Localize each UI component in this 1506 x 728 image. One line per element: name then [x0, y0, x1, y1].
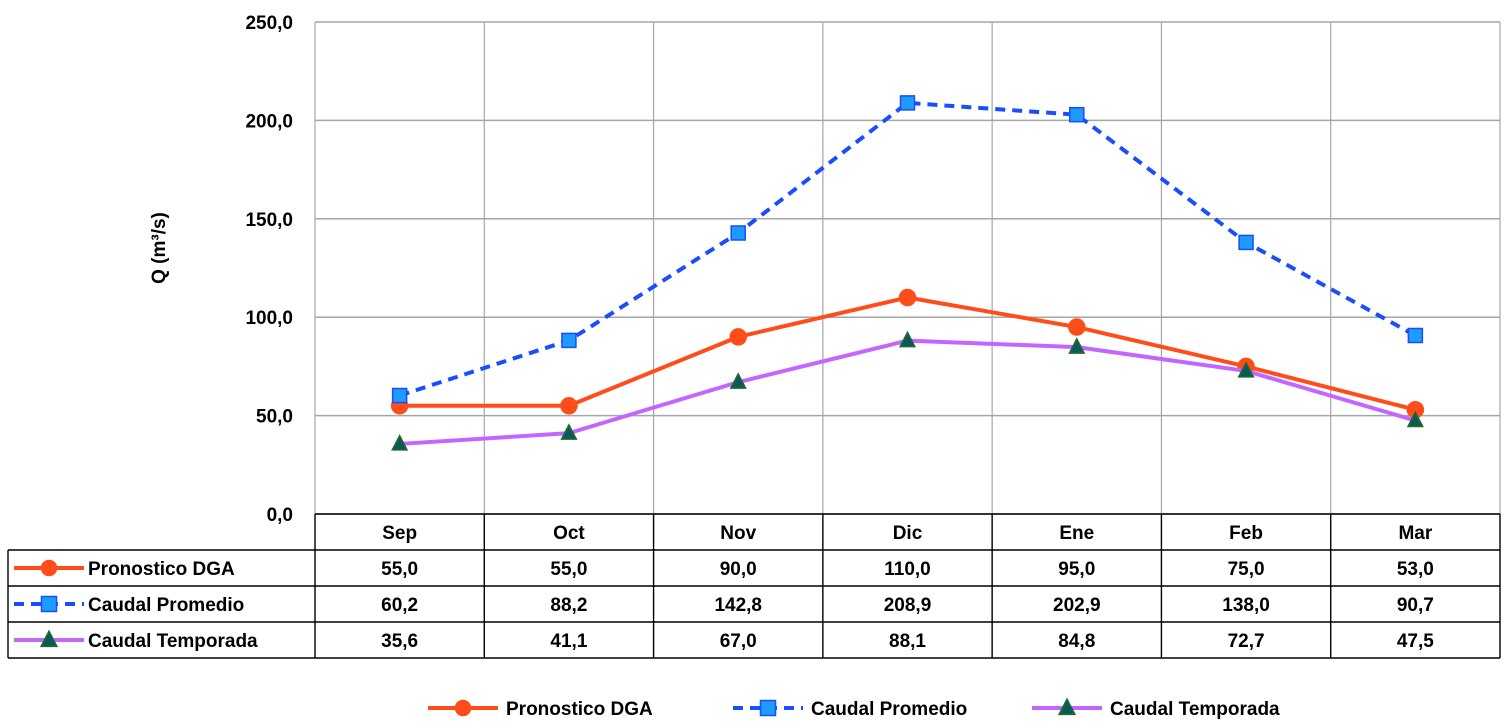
x-tick-label: Feb — [1229, 523, 1263, 544]
y-tick-label: 200,0 — [245, 111, 293, 132]
series-line — [399, 338, 1416, 446]
legend-key-marker — [1057, 697, 1077, 716]
data-point — [1237, 361, 1255, 378]
x-tick-label: Ene — [1059, 523, 1094, 544]
data-point — [391, 434, 409, 451]
table-legend-key-marker — [39, 629, 59, 648]
table-cell: 95,0 — [1058, 559, 1095, 580]
table-cell: 208,9 — [884, 595, 932, 616]
data-point — [1068, 337, 1086, 354]
y-tick-label: 100,0 — [245, 308, 293, 329]
y-tick-label: 250,0 — [245, 13, 293, 34]
series-caudal-promedio — [391, 95, 1424, 404]
data-point — [1069, 106, 1085, 123]
table-cell: 55,0 — [381, 559, 418, 580]
data-point — [1407, 327, 1424, 344]
data-point — [560, 397, 578, 415]
data-table: Sep Oct Nov Dic Ene Feb Mar Pronostico DGA 55,0 5… — [7, 513, 1501, 659]
y-tick-label: 150,0 — [245, 210, 293, 231]
table-cell: 88,1 — [889, 631, 926, 652]
y-tick-label: 0,0 — [267, 505, 293, 526]
table-row-pronostico-dga: Pronostico DGA 55,0 55,0 90,0 110,0 95,0 75,0 5… — [14, 559, 1434, 580]
table-row-caudal-promedio: Caudal Promedio 60,2 88,2 142,8 208,9 202,9 13… — [14, 595, 1434, 616]
y-axis-label: Q (m³/s) — [149, 212, 170, 284]
y-tick-label: 50,0 — [256, 407, 293, 428]
table-cell: 88,2 — [550, 595, 587, 616]
data-point — [899, 95, 916, 111]
table-series-name: Caudal Temporada — [88, 631, 258, 652]
table-cell: 84,8 — [1058, 631, 1095, 652]
legend-label: Caudal Promedio — [811, 699, 967, 720]
table-cell: 47,5 — [1397, 631, 1434, 652]
series-line — [399, 295, 1416, 412]
table-cell: 60,2 — [381, 595, 418, 616]
data-point — [729, 328, 747, 346]
table-cell: 90,0 — [720, 559, 757, 580]
series-line — [399, 100, 1417, 398]
x-tick-label: Mar — [1398, 523, 1432, 544]
legend: Pronostico DGA Caudal Promedio Caudal Temp… — [428, 697, 1280, 720]
table-cell: 75,0 — [1228, 559, 1265, 580]
table-cell: 72,7 — [1228, 631, 1265, 652]
data-point — [898, 288, 917, 307]
table-cell: 67,0 — [720, 631, 757, 652]
x-tick-label: Sep — [382, 523, 417, 544]
table-cell: 202,9 — [1053, 595, 1101, 616]
legend-key-marker — [454, 699, 472, 717]
data-point — [898, 330, 917, 348]
legend-label: Pronostico DGA — [506, 699, 653, 720]
table-cell: 41,1 — [550, 631, 587, 652]
table-cell: 35,6 — [381, 631, 418, 652]
data-point — [561, 332, 577, 349]
table-cell: 55,0 — [550, 559, 587, 580]
data-point — [730, 225, 746, 241]
data-point — [1068, 318, 1086, 336]
table-cell: 110,0 — [884, 559, 931, 580]
table-series-name: Caudal Promedio — [88, 595, 244, 616]
table-cell: 142,8 — [714, 595, 762, 616]
data-point — [560, 423, 578, 440]
legend-key-marker — [759, 699, 777, 717]
x-tick-label: Oct — [553, 523, 585, 544]
table-row-caudal-temporada: Caudal Temporada 35,6 41,1 67,0 88,1 84,8 72,7… — [14, 629, 1434, 652]
data-point — [391, 387, 408, 404]
series-caudal-temporada — [391, 330, 1424, 451]
data-point — [729, 372, 747, 389]
series-pronostico-dga — [390, 288, 1425, 419]
table-cell: 90,7 — [1397, 595, 1434, 616]
plot-area: 0,0 50,0 100,0 150,0 200,0 250,0 — [245, 13, 1501, 526]
x-tick-label: Nov — [720, 523, 756, 544]
data-point — [1238, 234, 1254, 251]
table-series-name: Pronostico DGA — [88, 559, 235, 580]
table-legend-key-marker — [40, 595, 58, 613]
table-legend-key-marker — [40, 559, 58, 577]
data-point — [1406, 410, 1424, 428]
table-cell: 138,0 — [1222, 595, 1270, 616]
x-tick-label: Dic — [893, 523, 923, 544]
table-cell: 53,0 — [1397, 559, 1434, 580]
legend-label: Caudal Temporada — [1110, 699, 1280, 720]
